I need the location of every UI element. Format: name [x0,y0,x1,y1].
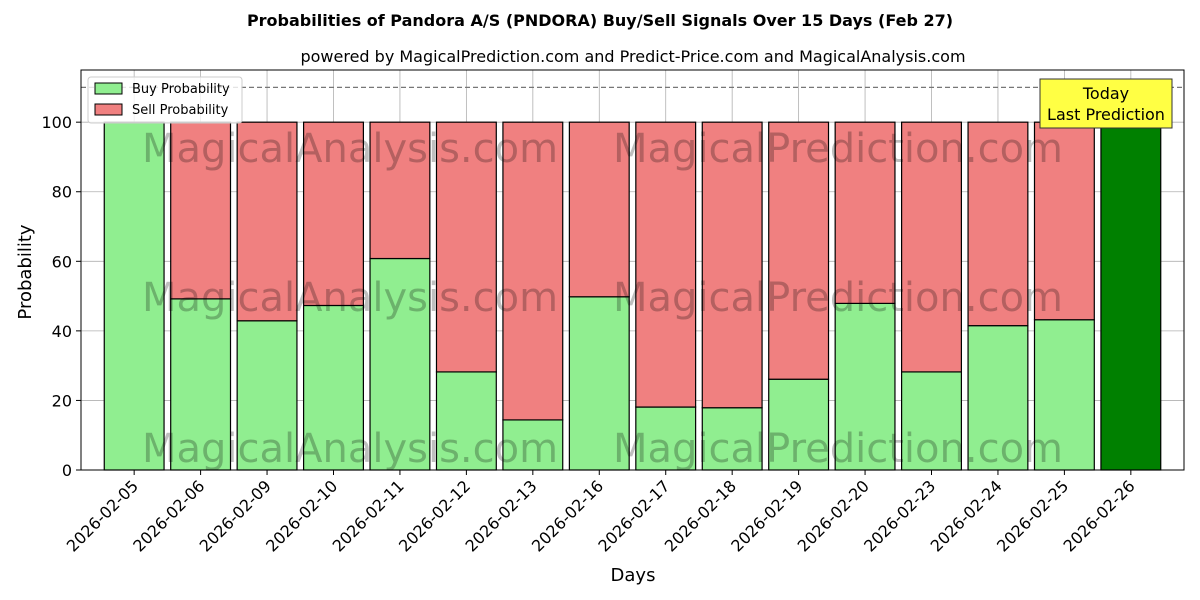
bar-sell [635,121,697,408]
bar-sell [901,121,963,373]
x-axis-label: Days [611,565,656,586]
y-tick-label: 0 [62,461,72,480]
bar-buy [302,304,364,471]
legend: Buy Probability Sell Probability [87,76,243,124]
y-tick-label: 40 [52,322,72,341]
x-tick-label: 2026-02-26 [1059,476,1138,555]
bar-buy [568,296,630,471]
bar-sell [768,121,830,380]
legend-swatch [94,103,123,116]
chart-title: Probabilities of Pandora A/S (PNDORA) Bu… [247,11,953,30]
legend-label: Buy Probability [132,82,230,97]
chart-subtitle: powered by MagicalPrediction.com and Pre… [300,47,965,66]
bar-buy [701,407,763,471]
bar-sell [435,121,497,373]
watermark-text: MagicalPrediction.com [613,126,1063,172]
bar-sell [502,121,564,421]
bar-sell [701,121,763,409]
plot-frame [80,69,1185,471]
bar-sell [967,121,1029,327]
bar-buy [834,302,896,471]
bar-sell [369,121,431,260]
bar-buy [635,406,697,471]
plot-area: MagicalAnalysis.com MagicalPrediction.com… [41,69,1185,556]
bar-buy [901,371,963,471]
watermark-text: MagicalAnalysis.com [142,426,558,472]
y-tick-label: 100 [41,113,72,132]
legend-box [87,76,243,124]
bar-sell [170,121,232,300]
legend-label: Sell Probability [132,103,229,118]
bar-buy [1033,319,1095,471]
y-tick-label: 80 [52,183,72,202]
bar-buy [1100,121,1162,471]
bar-sell [568,121,630,298]
watermark-text: MagicalPrediction.com [613,426,1063,472]
watermark-text: MagicalAnalysis.com [142,275,558,321]
y-tick-label: 20 [52,391,72,410]
bar-buy [502,419,564,471]
bar-sell [834,121,896,304]
bar-sell [236,121,298,322]
y-axis-label: Probability [15,224,36,319]
watermark-text: MagicalPrediction.com [613,275,1063,321]
legend-swatch [94,82,123,95]
bar-buy [768,378,830,471]
bar-sell [302,121,364,307]
today-annotation-box [1039,78,1173,129]
today-annotation-line2: Last Prediction [1047,105,1165,124]
today-annotation-line1: Today [1082,84,1129,103]
y-tick-label: 60 [52,252,72,271]
watermark-text: MagicalAnalysis.com [142,126,558,172]
bar-buy [967,325,1029,471]
